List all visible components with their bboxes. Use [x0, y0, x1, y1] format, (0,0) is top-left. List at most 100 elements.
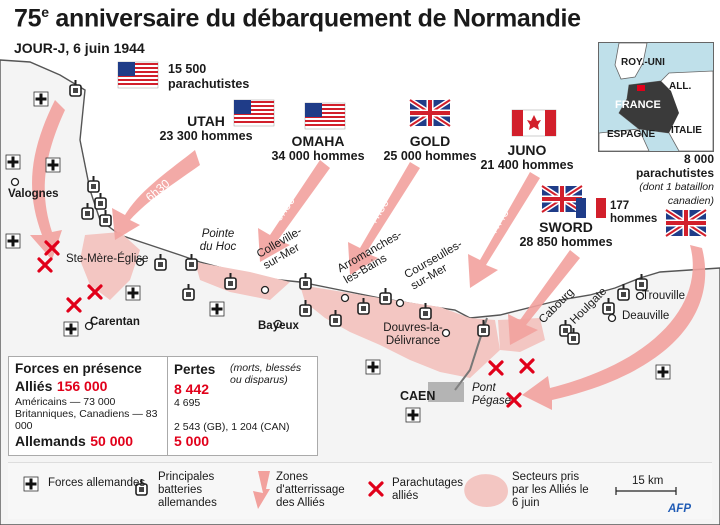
legend-scale-label: 15 km	[632, 475, 664, 487]
brits-row: Britanniques, Canadiens — 83 000	[15, 408, 158, 432]
legend-scale-bar	[615, 487, 677, 495]
forces-heading: Forces en présence	[15, 361, 142, 376]
legend-german-forces: Forces allemandes	[48, 477, 146, 489]
german-forces-marker	[62, 320, 80, 338]
allies-value: 156 000	[56, 378, 108, 394]
americans-row: Américains — 73 000	[15, 396, 116, 408]
german-forces-marker	[654, 363, 672, 381]
arrow-utah	[112, 150, 200, 240]
legend-sectors: Secteurs pris par les Alliés le 6 juin	[512, 471, 589, 509]
town-pont-pegase: Pont Pégase	[472, 382, 512, 407]
beach-gold: GOLD 25 000 hommes	[383, 133, 477, 164]
us-losses: 4 695	[174, 397, 201, 409]
battery-marker	[87, 175, 100, 193]
canada-flag-juno	[511, 109, 557, 137]
legend-batteries: Principales batteries allemandes	[158, 471, 217, 509]
paratroopers-east-label: 8 000 parachutistes (dont 1 bataillon ca…	[635, 152, 714, 207]
legend-symbols	[22, 471, 677, 509]
inset-label-italy: ITALIE	[671, 125, 702, 136]
beach-omaha: OMAHA 34 000 hommes	[271, 133, 365, 164]
french-commandos-label: 177 hommes	[610, 200, 658, 225]
town-dot	[340, 293, 350, 303]
forces-panel: Forces en présence Alliés 156 000 Améric…	[8, 356, 168, 456]
caen-area	[428, 382, 464, 402]
german-forces-marker	[32, 90, 50, 108]
beach-juno: JUNO 21 400 hommes	[480, 142, 574, 173]
town-bayeux: Bayeux	[258, 320, 299, 332]
legend-cross-icon	[368, 481, 384, 497]
german-forces-marker	[4, 232, 22, 250]
inset-label-france: FRANCE	[615, 99, 661, 111]
arrow-paratroopers-west	[30, 100, 65, 260]
europe-inset-svg	[599, 43, 713, 151]
allied-losses: 8 442	[174, 381, 210, 397]
legend-parachute-drops: Parachutages alliés	[392, 477, 463, 502]
allied-sector-gold-juno-sword	[300, 285, 500, 378]
town-valognes: Valognes	[8, 188, 59, 200]
europe-inset-map: ROY.-UNI ALL. FRANCE ESPAGNE ITALIE	[598, 42, 714, 152]
losses-note: (morts, blessés ou disparus)	[230, 362, 302, 386]
losses-heading: Pertes	[174, 362, 216, 377]
town-caen: CAEN	[400, 389, 436, 403]
germans-row: Allemands 50 000	[15, 433, 161, 451]
afp-logo: AFP	[668, 503, 691, 515]
town-dot	[395, 298, 405, 308]
german-forces-marker	[4, 153, 22, 171]
german-forces-marker	[208, 300, 226, 318]
german-forces-marker	[124, 284, 142, 302]
us-flag-omaha	[304, 102, 346, 130]
town-dot	[441, 328, 451, 338]
inset-label-spain: ESPAGNE	[607, 129, 656, 140]
battery-marker	[94, 192, 107, 210]
battery-marker	[299, 272, 312, 290]
battery-marker	[99, 209, 112, 227]
uk-ca-losses: 2 543 (GB), 1 204 (CAN)	[174, 421, 290, 433]
town-ste-mere-eglise: Ste-Mère-Église	[66, 253, 149, 265]
us-flag-paratroopers	[117, 61, 159, 89]
allied-sector-utah	[80, 232, 140, 300]
allies-label: Alliés	[15, 378, 53, 394]
france-flag	[576, 198, 606, 218]
losses-panel: Pertes (morts, blessés ou disparus) 8 44…	[168, 356, 318, 456]
german-forces-marker	[44, 156, 62, 174]
uk-flag-gold	[408, 97, 452, 129]
inset-label-uk: ROY.-UNI	[621, 57, 665, 68]
page-title: 75e anniversaire du débarquement de Norm…	[14, 4, 581, 33]
town-dot	[607, 313, 617, 323]
town-dot	[260, 285, 270, 295]
germans-value: 50 000	[90, 433, 134, 449]
town-pointe-du-hoc: Pointe du Hoc	[199, 228, 237, 253]
battery-marker	[185, 253, 198, 271]
arrow-sword	[508, 250, 580, 345]
town-dot	[84, 321, 94, 331]
town-dot	[10, 177, 20, 187]
us-flag-utah	[233, 99, 275, 127]
germans-label: Allemands	[15, 433, 86, 449]
battery-marker	[379, 287, 392, 305]
arrow-juno	[468, 172, 540, 288]
legend-sector-icon	[464, 474, 508, 507]
beach-sword: SWORD 28 850 hommes	[519, 219, 613, 250]
legend: Forces allemandes Principales batteries …	[8, 462, 712, 519]
arrow-paratroopers-east	[522, 245, 706, 410]
legend-arrow-icon	[253, 471, 270, 509]
town-dot	[135, 257, 145, 267]
town-deauville: Deauville	[622, 310, 670, 322]
german-forces-marker	[364, 358, 382, 376]
town-dot	[273, 319, 283, 329]
town-dot	[635, 291, 645, 301]
uk-flag-paratroopers-east	[664, 207, 708, 239]
paratroopers-west-label: 15 500 parachutistes	[168, 62, 250, 91]
german-forces-marker	[404, 406, 422, 424]
legend-german-icon	[22, 475, 40, 493]
page-subtitle: JOUR-J, 6 juin 1944	[14, 40, 145, 56]
beach-utah: UTAH 23 300 hommes	[159, 113, 253, 144]
town-carentan: Carentan	[90, 316, 140, 328]
german-losses: 5 000	[174, 433, 210, 449]
legend-landing-zones: Zones d'atterrissage des Alliés	[276, 471, 345, 509]
town-trouville: Trouville	[642, 290, 686, 302]
inset-label-germany: ALL.	[669, 81, 692, 92]
allies-row: Alliés 156 000	[15, 378, 161, 396]
arrow-omaha	[258, 160, 330, 262]
